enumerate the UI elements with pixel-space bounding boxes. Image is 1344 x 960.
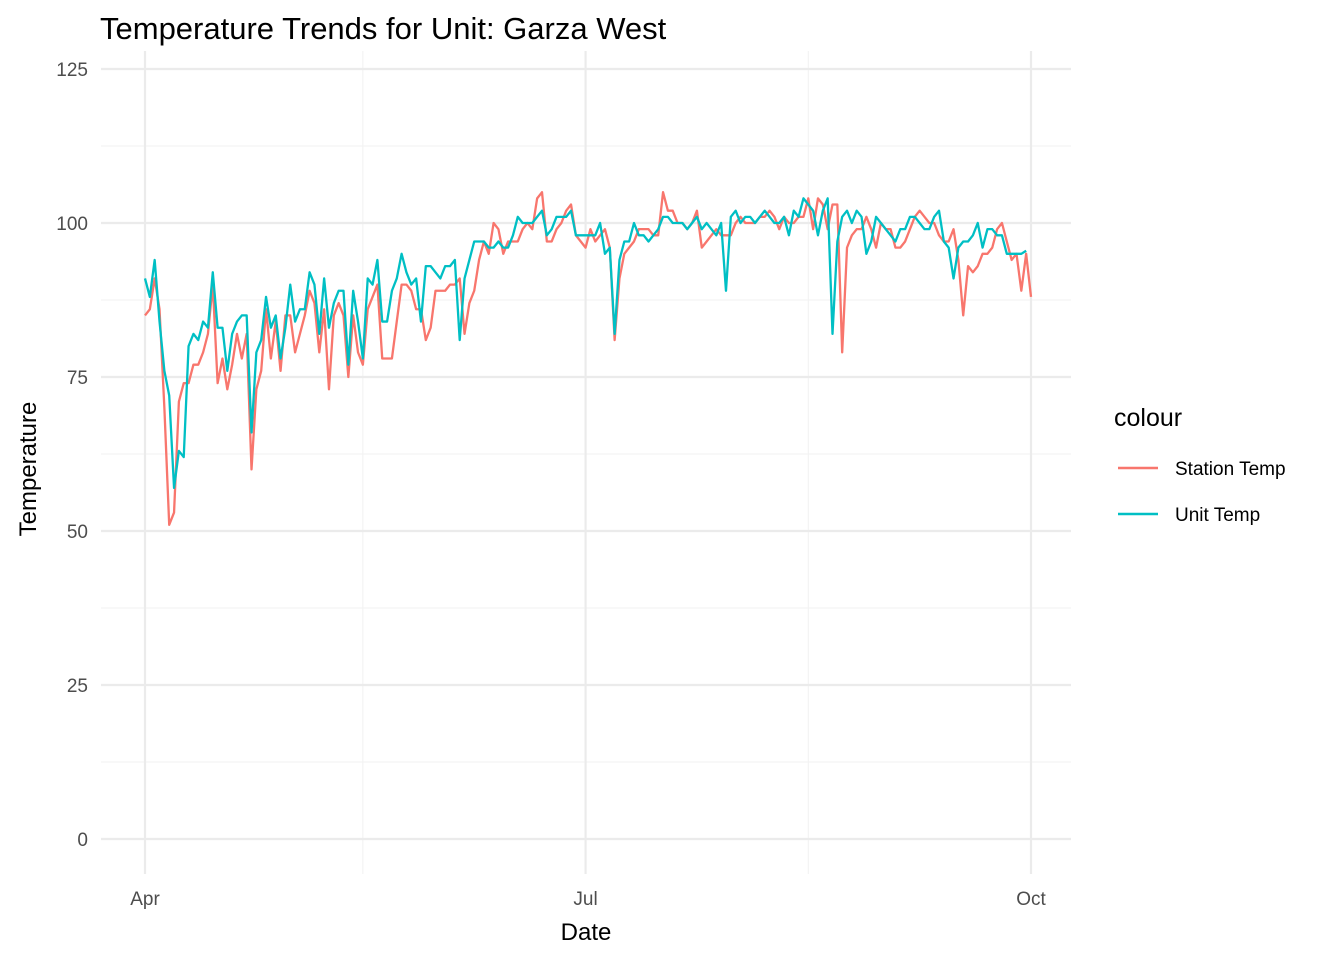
- series-lines: [143, 191, 1033, 526]
- chart-title: Temperature Trends for Unit: Garza West: [100, 11, 667, 46]
- x-axis-tick-labels: Apr Jul Oct: [130, 889, 1046, 910]
- x-tick-label: Oct: [1016, 889, 1046, 910]
- y-tick-label: 0: [77, 830, 88, 851]
- series-line-station-temp: [144, 191, 1033, 526]
- y-tick-label: 125: [56, 60, 88, 81]
- legend-label: Station Temp: [1175, 459, 1286, 480]
- legend: colour Station Temp Unit Temp: [1114, 404, 1286, 526]
- x-tick-label: Jul: [573, 889, 597, 910]
- y-tick-label: 100: [56, 214, 88, 235]
- y-axis-tick-labels: 0 25 50 75 100 125: [56, 60, 88, 851]
- legend-title: colour: [1114, 404, 1182, 432]
- legend-item-station-temp: Station Temp: [1118, 459, 1286, 480]
- x-axis-title: Date: [561, 919, 612, 946]
- y-tick-label: 50: [67, 522, 88, 543]
- plot-grid: [101, 51, 1071, 874]
- legend-item-unit-temp: Unit Temp: [1118, 505, 1260, 526]
- legend-label: Unit Temp: [1175, 505, 1260, 526]
- y-axis-title: Temperature: [15, 402, 42, 537]
- legend-items: Station Temp Unit Temp: [1118, 459, 1286, 526]
- y-tick-label: 75: [67, 368, 88, 389]
- y-tick-label: 25: [67, 676, 88, 697]
- x-tick-label: Apr: [130, 889, 160, 910]
- series-line-unit-temp: [143, 197, 1027, 490]
